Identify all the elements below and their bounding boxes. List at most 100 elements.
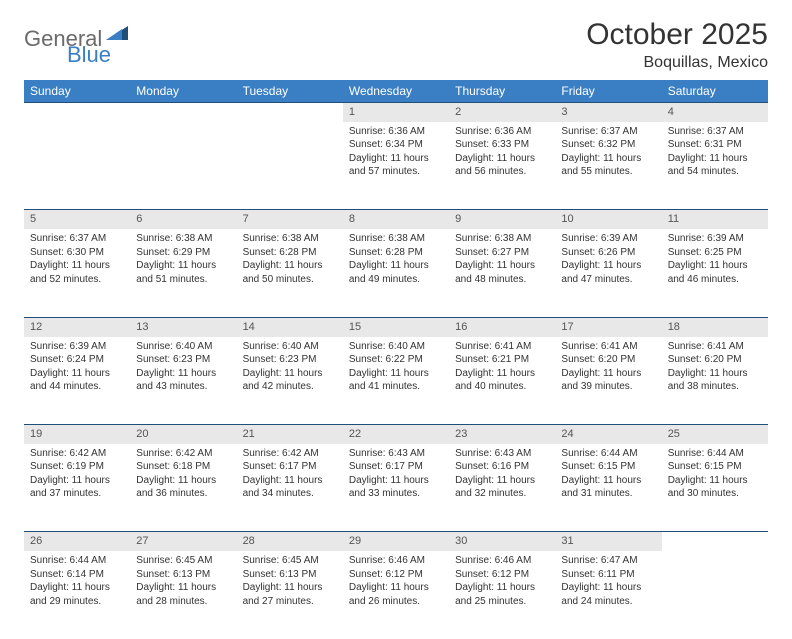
daylight-line: Daylight: 11 hours and 37 minutes. bbox=[30, 474, 124, 501]
sunrise-line: Sunrise: 6:38 AM bbox=[136, 232, 230, 246]
day-content-cell: Sunrise: 6:41 AMSunset: 6:21 PMDaylight:… bbox=[449, 337, 555, 425]
daylight-line: Daylight: 11 hours and 51 minutes. bbox=[136, 259, 230, 286]
day-content-cell: Sunrise: 6:42 AMSunset: 6:17 PMDaylight:… bbox=[237, 444, 343, 532]
sunrise-line: Sunrise: 6:41 AM bbox=[668, 340, 762, 354]
sunrise-line: Sunrise: 6:41 AM bbox=[561, 340, 655, 354]
day-number-cell: 3 bbox=[555, 103, 661, 122]
month-title: October 2025 bbox=[586, 18, 768, 52]
day-number: 5 bbox=[30, 213, 36, 225]
day-content-row: Sunrise: 6:36 AMSunset: 6:34 PMDaylight:… bbox=[24, 122, 768, 210]
day-number-cell bbox=[237, 103, 343, 122]
day-number: 23 bbox=[455, 428, 467, 440]
daylight-line: Daylight: 11 hours and 39 minutes. bbox=[561, 367, 655, 394]
day-number-cell: 19 bbox=[24, 425, 130, 444]
sunset-line: Sunset: 6:15 PM bbox=[561, 460, 655, 474]
weekday-monday: Monday bbox=[130, 80, 236, 103]
day-number: 13 bbox=[136, 321, 148, 333]
sunset-line: Sunset: 6:13 PM bbox=[243, 568, 337, 582]
day-number: 8 bbox=[349, 213, 355, 225]
day-number: 29 bbox=[349, 535, 361, 547]
day-content-cell: Sunrise: 6:38 AMSunset: 6:27 PMDaylight:… bbox=[449, 229, 555, 317]
day-number: 6 bbox=[136, 213, 142, 225]
sunset-line: Sunset: 6:20 PM bbox=[561, 353, 655, 367]
day-number-cell: 7 bbox=[237, 210, 343, 229]
day-number-cell bbox=[130, 103, 236, 122]
sunset-line: Sunset: 6:12 PM bbox=[349, 568, 443, 582]
daylight-line: Daylight: 11 hours and 48 minutes. bbox=[455, 259, 549, 286]
sunset-line: Sunset: 6:29 PM bbox=[136, 246, 230, 260]
daylight-line: Daylight: 11 hours and 38 minutes. bbox=[668, 367, 762, 394]
day-number: 11 bbox=[668, 213, 679, 225]
day-content-row: Sunrise: 6:44 AMSunset: 6:14 PMDaylight:… bbox=[24, 551, 768, 639]
daylight-line: Daylight: 11 hours and 56 minutes. bbox=[455, 152, 549, 179]
daylight-line: Daylight: 11 hours and 29 minutes. bbox=[30, 581, 124, 608]
day-number: 27 bbox=[136, 535, 148, 547]
day-number: 24 bbox=[561, 428, 573, 440]
daylight-line: Daylight: 11 hours and 50 minutes. bbox=[243, 259, 337, 286]
day-number: 31 bbox=[561, 535, 573, 547]
daylight-line: Daylight: 11 hours and 28 minutes. bbox=[136, 581, 230, 608]
daylight-line: Daylight: 11 hours and 26 minutes. bbox=[349, 581, 443, 608]
sunset-line: Sunset: 6:20 PM bbox=[668, 353, 762, 367]
sunrise-line: Sunrise: 6:39 AM bbox=[30, 340, 124, 354]
day-content-cell: Sunrise: 6:39 AMSunset: 6:26 PMDaylight:… bbox=[555, 229, 661, 317]
day-number: 10 bbox=[561, 213, 573, 225]
sunrise-line: Sunrise: 6:44 AM bbox=[561, 447, 655, 461]
sunrise-line: Sunrise: 6:43 AM bbox=[455, 447, 549, 461]
day-content-cell: Sunrise: 6:40 AMSunset: 6:22 PMDaylight:… bbox=[343, 337, 449, 425]
day-number: 14 bbox=[243, 321, 255, 333]
day-content-cell: Sunrise: 6:41 AMSunset: 6:20 PMDaylight:… bbox=[555, 337, 661, 425]
day-number-cell: 29 bbox=[343, 532, 449, 551]
daylight-line: Daylight: 11 hours and 30 minutes. bbox=[668, 474, 762, 501]
sunrise-line: Sunrise: 6:46 AM bbox=[349, 554, 443, 568]
sunset-line: Sunset: 6:23 PM bbox=[136, 353, 230, 367]
sunset-line: Sunset: 6:19 PM bbox=[30, 460, 124, 474]
daynum-row: 12131415161718 bbox=[24, 317, 768, 336]
day-content-cell: Sunrise: 6:43 AMSunset: 6:16 PMDaylight:… bbox=[449, 444, 555, 532]
sunset-line: Sunset: 6:23 PM bbox=[243, 353, 337, 367]
day-number-cell: 27 bbox=[130, 532, 236, 551]
location: Boquillas, Mexico bbox=[586, 54, 768, 72]
daylight-line: Daylight: 11 hours and 46 minutes. bbox=[668, 259, 762, 286]
day-content-cell: Sunrise: 6:46 AMSunset: 6:12 PMDaylight:… bbox=[449, 551, 555, 639]
day-number-cell: 16 bbox=[449, 317, 555, 336]
sunrise-line: Sunrise: 6:45 AM bbox=[243, 554, 337, 568]
day-number: 1 bbox=[349, 106, 355, 118]
day-content-cell: Sunrise: 6:36 AMSunset: 6:34 PMDaylight:… bbox=[343, 122, 449, 210]
day-content-cell bbox=[237, 122, 343, 210]
day-content-cell: Sunrise: 6:38 AMSunset: 6:29 PMDaylight:… bbox=[130, 229, 236, 317]
day-content-cell bbox=[130, 122, 236, 210]
day-content-cell: Sunrise: 6:40 AMSunset: 6:23 PMDaylight:… bbox=[237, 337, 343, 425]
day-number: 30 bbox=[455, 535, 467, 547]
day-number-cell: 14 bbox=[237, 317, 343, 336]
sunset-line: Sunset: 6:12 PM bbox=[455, 568, 549, 582]
sunrise-line: Sunrise: 6:37 AM bbox=[561, 125, 655, 139]
weekday-sunday: Sunday bbox=[24, 80, 130, 103]
weekday-saturday: Saturday bbox=[662, 80, 768, 103]
day-number-cell bbox=[24, 103, 130, 122]
calendar-table: Sunday Monday Tuesday Wednesday Thursday… bbox=[24, 80, 768, 639]
day-number-cell: 30 bbox=[449, 532, 555, 551]
daylight-line: Daylight: 11 hours and 40 minutes. bbox=[455, 367, 549, 394]
daylight-line: Daylight: 11 hours and 49 minutes. bbox=[349, 259, 443, 286]
day-content-cell: Sunrise: 6:42 AMSunset: 6:19 PMDaylight:… bbox=[24, 444, 130, 532]
day-number-cell: 6 bbox=[130, 210, 236, 229]
sunset-line: Sunset: 6:11 PM bbox=[561, 568, 655, 582]
day-number-cell: 17 bbox=[555, 317, 661, 336]
sunrise-line: Sunrise: 6:43 AM bbox=[349, 447, 443, 461]
daylight-line: Daylight: 11 hours and 41 minutes. bbox=[349, 367, 443, 394]
day-number: 17 bbox=[561, 321, 573, 333]
sunset-line: Sunset: 6:25 PM bbox=[668, 246, 762, 260]
sunrise-line: Sunrise: 6:39 AM bbox=[561, 232, 655, 246]
day-content-row: Sunrise: 6:39 AMSunset: 6:24 PMDaylight:… bbox=[24, 337, 768, 425]
day-content-cell: Sunrise: 6:37 AMSunset: 6:30 PMDaylight:… bbox=[24, 229, 130, 317]
logo: General Blue bbox=[24, 24, 128, 53]
sunset-line: Sunset: 6:32 PM bbox=[561, 138, 655, 152]
weekday-friday: Friday bbox=[555, 80, 661, 103]
daynum-row: 262728293031 bbox=[24, 532, 768, 551]
day-content-cell: Sunrise: 6:44 AMSunset: 6:14 PMDaylight:… bbox=[24, 551, 130, 639]
day-number-cell: 8 bbox=[343, 210, 449, 229]
day-number: 20 bbox=[136, 428, 148, 440]
day-content-cell: Sunrise: 6:38 AMSunset: 6:28 PMDaylight:… bbox=[237, 229, 343, 317]
day-number-cell: 1 bbox=[343, 103, 449, 122]
